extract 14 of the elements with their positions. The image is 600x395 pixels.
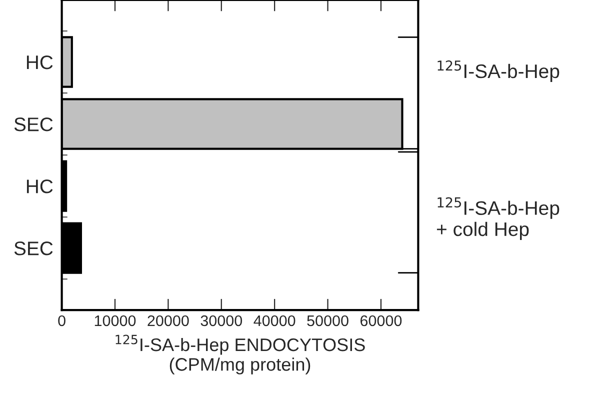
x-tick-label: 10000 — [94, 315, 136, 326]
y-tick-label: SEC — [14, 242, 53, 256]
x-tick-label: 0 — [58, 315, 66, 326]
x-tick-label: 30000 — [200, 315, 242, 326]
x-tick-label: 60000 — [360, 315, 402, 326]
y-tick-label: SEC — [14, 118, 53, 132]
x-tick-label: 20000 — [148, 315, 189, 326]
x-tick-label: 50000 — [307, 315, 348, 326]
y-tick-label: HC — [26, 180, 53, 194]
text: $^{125}$I-SA-b-Hep — [438, 60, 560, 82]
text: $^{125}$I-SA-b-Hep + cold Hep — [436, 197, 560, 240]
x-axis-title: $^{125}$I-SA-b-Hep ENDOCYTOSIS (CPM/mg protein) — [116, 334, 365, 374]
y-tick-label: HC — [26, 55, 53, 70]
x-tick-label: 40000 — [254, 315, 296, 326]
